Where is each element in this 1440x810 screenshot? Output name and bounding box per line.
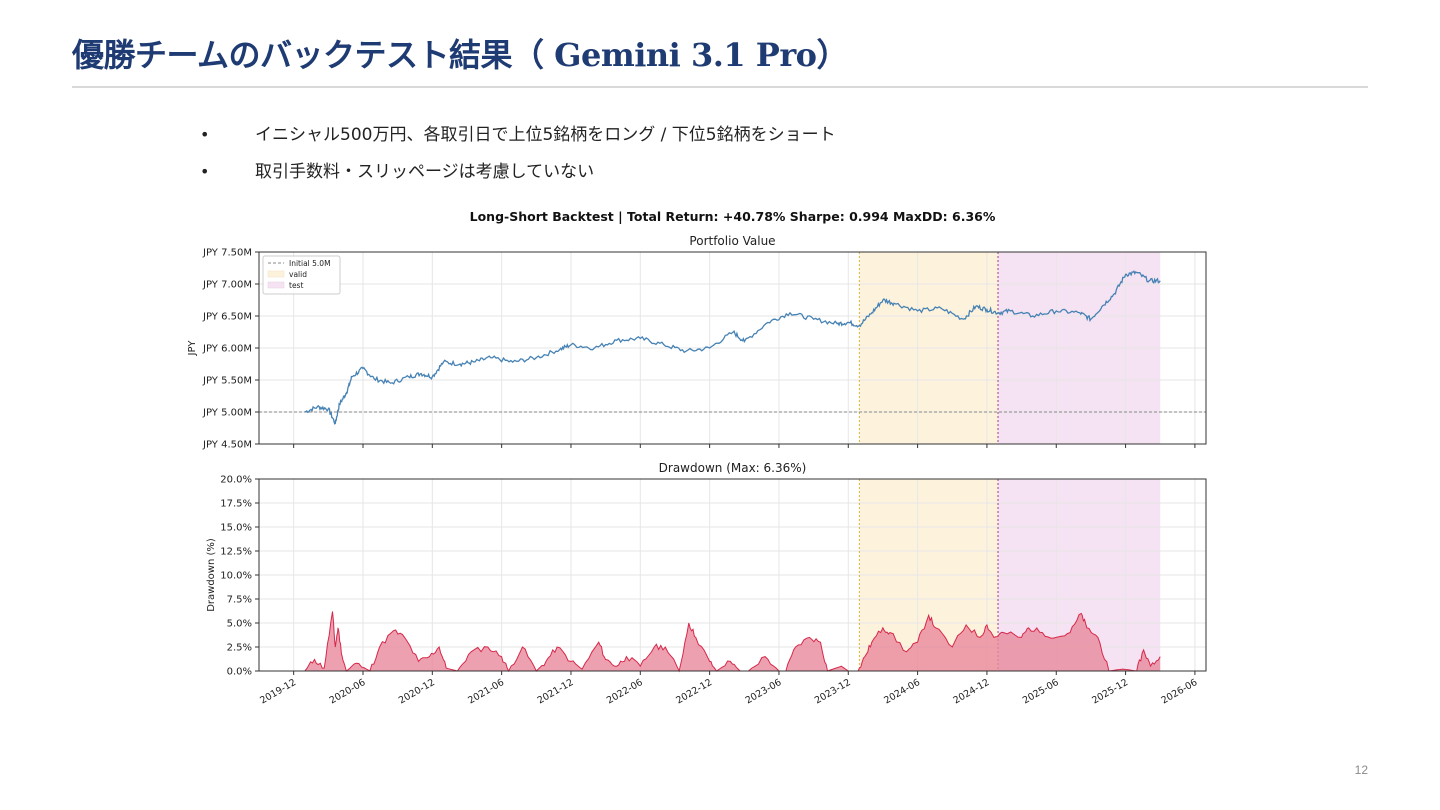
drawdown-xtick-label: 2023-06: [744, 677, 784, 706]
drawdown-ytick-label: 0.0%: [227, 667, 252, 678]
bullet-symbol: •: [200, 162, 210, 181]
drawdown-ytick-label: 7.5%: [227, 595, 252, 606]
legend-label-test: test: [289, 281, 303, 290]
drawdown-xtick-label: 2026-06: [1160, 677, 1200, 706]
drawdown-xtick-label: 2025-12: [1090, 677, 1130, 706]
drawdown-xtick-label: 2023-12: [813, 677, 853, 706]
portfolio-ylabel: JPY: [187, 340, 198, 357]
bullet-list: • イニシャル500万円、各取引日で上位5銘柄をロング / 下位5銘柄をショート …: [200, 120, 836, 194]
drawdown-series: [304, 611, 1161, 673]
drawdown-ylabel: Drawdown (%): [206, 538, 217, 612]
portfolio-value-series: [304, 270, 1161, 425]
legend-swatch-valid: [267, 270, 285, 278]
drawdown-ytick-label: 5.0%: [227, 619, 252, 630]
drawdown-title: Drawdown (Max: 6.36%): [659, 461, 807, 475]
slide-title: 優勝チームのバックテスト結果（ Gemini 3.1 Pro）: [72, 36, 849, 74]
drawdown-ytick-label: 15.0%: [220, 523, 252, 534]
portfolio-ytick-label: JPY 5.00M: [202, 408, 252, 419]
bullet-text: 取引手数料・スリッページは考慮していない: [255, 162, 595, 182]
drawdown-frame: [258, 478, 1207, 672]
drawdown-ytick-label: 12.5%: [220, 547, 252, 558]
bullet-item: • イニシャル500万円、各取引日で上位5銘柄をロング / 下位5銘柄をショート: [200, 120, 836, 157]
portfolio-ytick-label: JPY 4.50M: [202, 440, 252, 451]
drawdown-xtick-label: 2024-12: [952, 677, 992, 706]
portfolio-frame: [258, 251, 1207, 445]
portfolio-ytick-label: JPY 7.00M: [202, 280, 252, 291]
bullet-symbol: •: [200, 125, 210, 144]
portfolio-ytick-label: JPY 7.50M: [202, 248, 252, 259]
drawdown-xtick-label: 2020-12: [397, 677, 437, 706]
chart-suptitle: Long-Short Backtest | Total Return: +40.…: [470, 209, 996, 224]
drawdown-xtick-label: 2021-06: [466, 677, 506, 706]
portfolio-title: Portfolio Value: [689, 234, 775, 248]
drawdown-xtick-label: 2025-06: [1021, 677, 1061, 706]
portfolio-ytick-label: JPY 5.50M: [202, 376, 252, 387]
drawdown-xtick-label: 2024-06: [882, 677, 922, 706]
drawdown-ytick-label: 2.5%: [227, 643, 252, 654]
title-divider: [72, 86, 1368, 88]
bullet-text: イニシャル500万円、各取引日で上位5銘柄をロング / 下位5銘柄をショート: [255, 125, 836, 145]
portfolio-ytick-label: JPY 6.00M: [202, 344, 252, 355]
legend-swatch-test: [267, 281, 285, 289]
drawdown-xtick-label: 2022-12: [674, 677, 714, 706]
drawdown-xtick-label: 2022-06: [605, 677, 645, 706]
legend-label-valid: valid: [289, 270, 307, 279]
drawdown-xtick-label: 2020-06: [328, 677, 368, 706]
legend-label-initial: Initial 5.0M: [289, 259, 331, 268]
page-number: 12: [1354, 763, 1368, 777]
drawdown-xtick-label: 2019-12: [258, 677, 298, 706]
portfolio-ytick-label: JPY 6.50M: [202, 312, 252, 323]
bullet-item: • 取引手数料・スリッページは考慮していない: [200, 157, 836, 194]
drawdown-ytick-label: 20.0%: [220, 475, 252, 486]
drawdown-ytick-label: 10.0%: [220, 571, 252, 582]
drawdown-ytick-label: 17.5%: [220, 499, 252, 510]
drawdown-xtick-label: 2021-12: [536, 677, 576, 706]
